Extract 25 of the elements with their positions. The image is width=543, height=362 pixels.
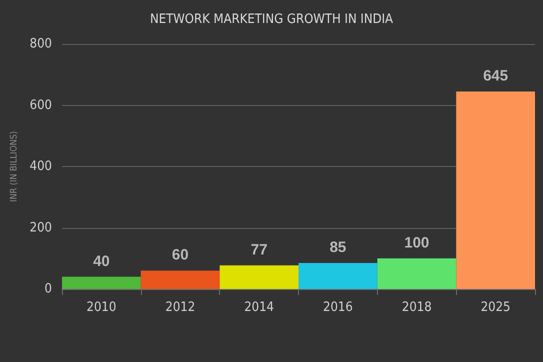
y-tick-label: 800 xyxy=(30,36,52,52)
y-tick-label: 600 xyxy=(30,98,52,113)
y-tick-label: 0 xyxy=(44,282,52,296)
data-label: 77 xyxy=(250,241,268,258)
bar xyxy=(140,270,220,289)
y-axis-title: INR (IN BILLIONS) xyxy=(9,131,20,202)
bar xyxy=(62,276,141,289)
data-label: 100 xyxy=(404,234,430,252)
data-label: 85 xyxy=(330,238,346,256)
y-tick-label: 400 xyxy=(30,159,52,174)
x-tick-label: 2014 xyxy=(244,300,274,315)
bar xyxy=(220,265,298,289)
x-tick-label: 2012 xyxy=(165,300,196,315)
bar xyxy=(377,258,456,289)
chart-title: NETWORK MARKETING GROWTH IN INDIA xyxy=(150,12,394,27)
bar xyxy=(298,262,378,289)
y-tick-label: 200 xyxy=(30,220,52,236)
x-tick-label: 2016 xyxy=(323,300,353,315)
data-label: 645 xyxy=(483,67,508,84)
x-tick-label: 2010 xyxy=(86,300,116,315)
bar xyxy=(456,91,535,289)
data-label: 60 xyxy=(172,246,189,264)
x-tick-label: 2018 xyxy=(402,300,432,315)
data-label: 40 xyxy=(93,252,110,270)
x-tick-label: 2025 xyxy=(480,300,510,315)
